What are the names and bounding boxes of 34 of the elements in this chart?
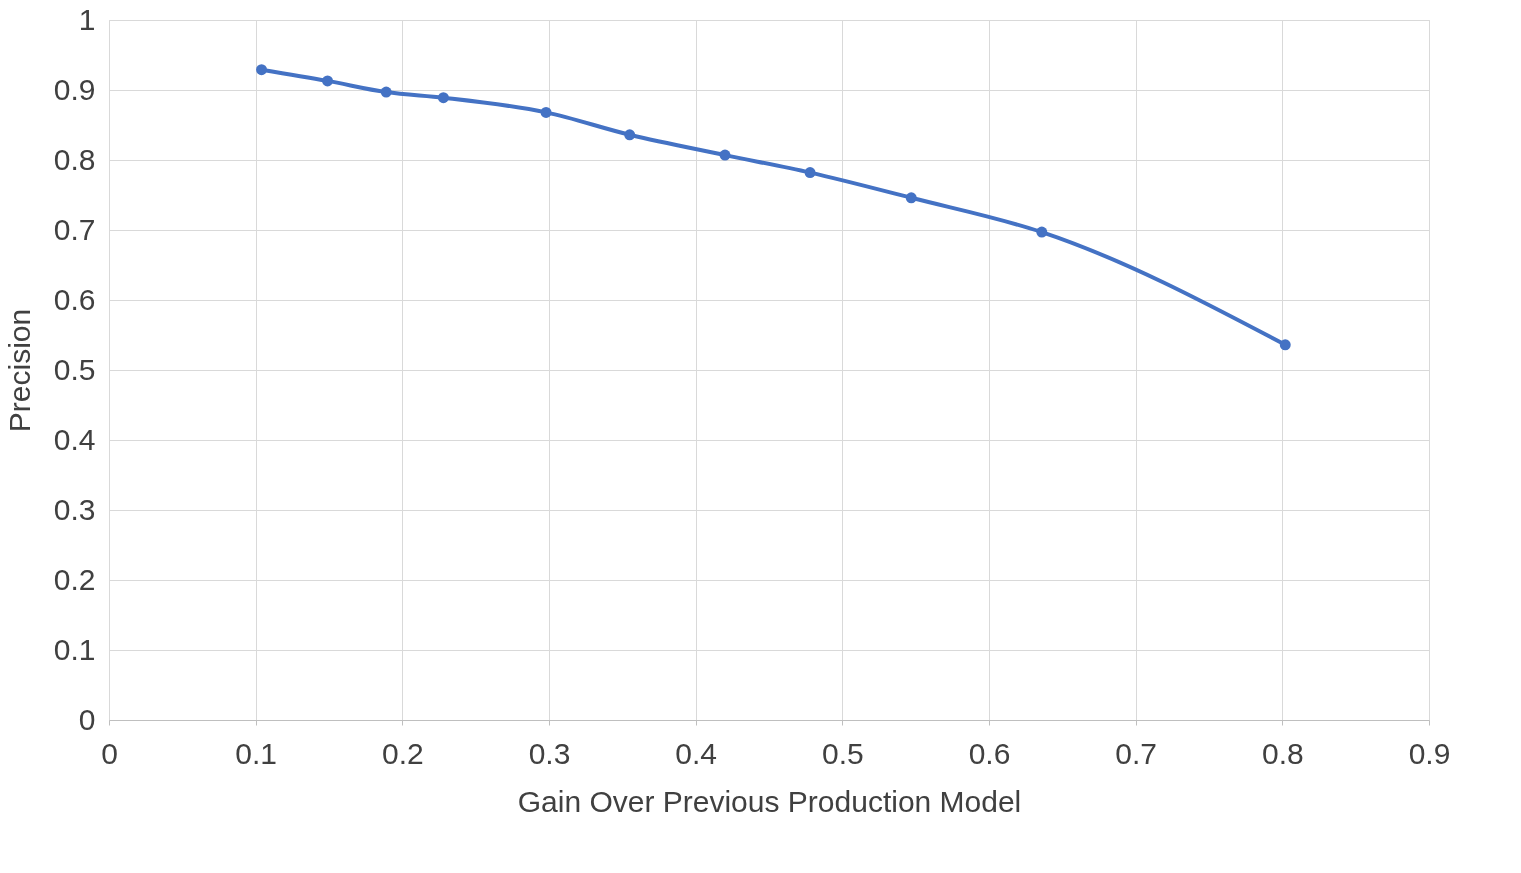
point xyxy=(719,149,731,161)
x-axis-title: Gain Over Previous Production Model xyxy=(517,784,1022,818)
x-tick-label: 0 xyxy=(101,736,118,770)
x-tick-label: 0.6 xyxy=(968,736,1011,770)
x-tick-label: 0.1 xyxy=(235,736,278,770)
point xyxy=(540,106,552,118)
x-tick-label: 0.7 xyxy=(1115,736,1158,770)
point xyxy=(624,129,636,141)
y-tick-label: 0.3 xyxy=(53,492,96,526)
y-tick-label: 1 xyxy=(78,2,96,36)
x-tick-label: 0.9 xyxy=(1408,736,1451,770)
y-tick-label: 0.2 xyxy=(53,562,96,596)
y-tick-label: 0 xyxy=(78,702,96,736)
x-tick-label: 0.4 xyxy=(675,736,718,770)
y-tick-label: 0.6 xyxy=(53,282,96,316)
y-tick-label: 0.1 xyxy=(53,632,96,666)
point xyxy=(437,92,449,104)
point xyxy=(1036,226,1048,238)
y-tick-label: 0.5 xyxy=(53,352,96,386)
point xyxy=(322,75,334,87)
x-tick-label: 0.3 xyxy=(528,736,571,770)
y-tick-label: 0.4 xyxy=(53,422,96,456)
point xyxy=(380,86,392,98)
y-axis-title: Precision xyxy=(2,308,36,433)
point xyxy=(905,192,917,204)
y-tick-label: 0.8 xyxy=(53,142,96,176)
x-tick-label: 0.2 xyxy=(381,736,424,770)
y-tick-label: 0.7 xyxy=(53,212,96,246)
x-tick-label: 0.5 xyxy=(821,736,864,770)
y-tick-label: 0.9 xyxy=(53,72,96,106)
x-tick-label: 0.8 xyxy=(1261,736,1304,770)
point xyxy=(804,167,816,179)
point xyxy=(256,64,268,76)
point xyxy=(1279,339,1291,351)
